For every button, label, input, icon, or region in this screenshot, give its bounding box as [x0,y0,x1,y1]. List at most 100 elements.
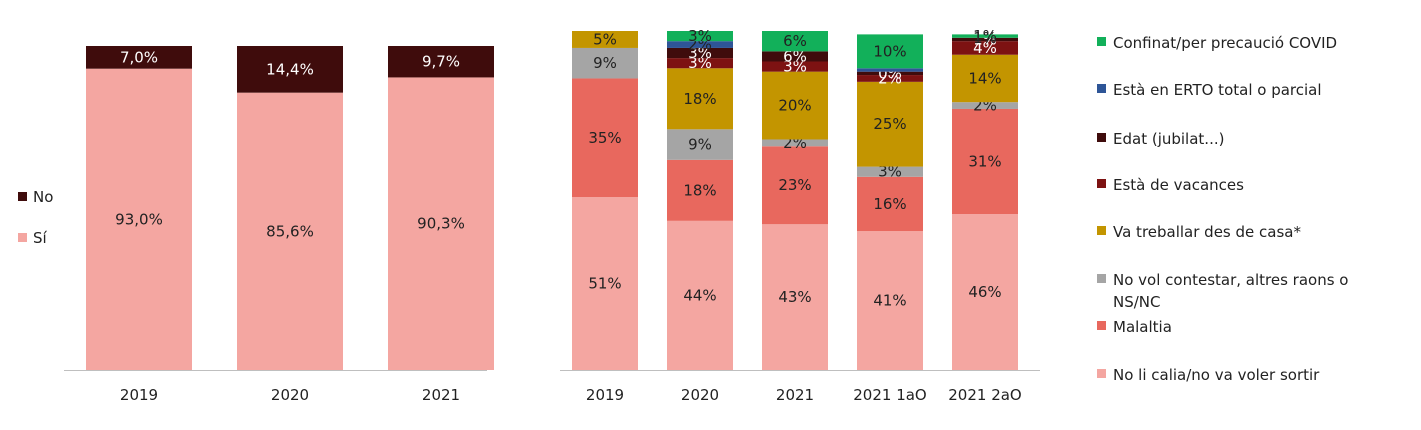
bar-confinat-per-precauci-covid-2021-2ao [952,34,1018,38]
legend-label-nsnc: No vol contestar, altres raons o NS/NC [1113,271,1349,311]
bar-edat-jubilat-2020 [667,47,733,59]
bar-s-2020 [237,92,343,370]
data-label-no-li-calia-no-va-voler-sortir-2021-1ao: 41% [873,292,906,310]
data-label-edat-jubilat-2020: 3% [688,44,712,62]
bar-no-li-calia-no-va-voler-sortir-2019 [572,197,638,370]
legend-label-erto: Està en ERTO total o parcial [1113,81,1322,99]
legend-item-vacances: Està de vacances [1097,174,1397,196]
bar-no-vol-contestar-altres-raons-o-ns-nc-2019 [572,47,638,79]
bar-s-2019 [86,68,192,371]
bar-no-vol-contestar-altres-raons-o-ns-nc-2021-1ao [857,166,923,177]
legend-item-casa: Va treballar des de casa* [1097,221,1397,243]
data-label-no-vol-contestar-altres-raons-o-ns-nc-2021-1ao: 3% [878,163,902,181]
legend-swatch-nsnc [1097,274,1106,283]
bar-malaltia-2021-2ao [952,108,1018,215]
data-label-va-treballar-des-de-casa-2021: 20% [778,97,811,115]
data-label-s-2019: 93,0% [115,210,163,228]
bar-no-li-calia-no-va-voler-sortir-2021-1ao [857,231,923,370]
data-label-va-treballar-des-de-casa-2020: 18% [683,90,716,108]
x-tick-label-2020: 2020 [681,386,719,404]
bar-est-de-vacances-2021-2ao [952,41,1018,55]
bar-va-treballar-des-de-casa-2020 [667,68,733,130]
data-label-malaltia-2019: 35% [588,129,621,147]
legend-swatch-si [18,233,27,242]
bar-edat-jubilat-2021 [762,51,828,62]
bar-s-2021 [388,77,494,370]
data-label-no-2019: 7,0% [120,48,158,66]
bar-va-treballar-des-de-casa-2021-2ao [952,54,1018,103]
x-tick-label-2021-1ao: 2021 1aO [853,386,926,404]
bar-est-de-vacances-2020 [667,58,733,69]
legend-item-nsnc: No vol contestar, altres raons o NS/NC [1097,269,1397,313]
legend-item-no: No [18,176,53,217]
data-label-va-treballar-des-de-casa-2021-2ao: 14% [968,69,1001,87]
bar-edat-jubilat-2021-1ao [857,71,923,76]
data-label-no-li-calia-no-va-voler-sortir-2021: 43% [778,288,811,306]
x-tick-label-2019: 2019 [120,386,158,404]
bar-est-de-vacances-2021 [762,61,828,72]
chart-1-legend: No Sí [18,176,53,258]
bar-no-vol-contestar-altres-raons-o-ns-nc-2021 [762,139,828,147]
legend-item-nolicalia: No li calia/no va voler sortir [1097,364,1397,386]
legend-swatch-erto [1097,84,1106,93]
x-tick-label-2021-2ao: 2021 2aO [948,386,1021,404]
bar-est-en-erto-total-o-parcial-2020 [667,41,733,48]
chart-2-group: 51%35%9%5%201944%18%9%18%3%3%2%3%202043%… [560,27,1040,404]
x-tick-label-2020: 2020 [271,386,309,404]
legend-item-si: Sí [18,217,53,258]
bar-edat-jubilat-2021-2ao [952,37,1018,42]
bar-malaltia-2021 [762,146,828,225]
bar-va-treballar-des-de-casa-2021-1ao [857,81,923,167]
data-label-no-li-calia-no-va-voler-sortir-2021-2ao: 46% [968,283,1001,301]
bar-no-li-calia-no-va-voler-sortir-2020 [667,220,733,370]
legend-swatch-casa [1097,226,1106,235]
legend-label-casa: Va treballar des de casa* [1113,223,1301,241]
legend-label-si: Sí [33,228,47,247]
data-label-malaltia-2021: 23% [778,176,811,194]
legend-swatch-confinat [1097,37,1106,46]
data-label-s-2021: 90,3% [417,215,465,233]
chart-1-group: 93,0% 7,0% 2019 85,6% 14,4% 2020 90,3% 9,7% 2021 [64,46,494,404]
data-label-confinat-per-precauci-covid-2021-1ao: 10% [873,42,906,60]
data-label-no-vol-contestar-altres-raons-o-ns-nc-2019: 9% [593,54,617,72]
data-label-no-li-calia-no-va-voler-sortir-2020: 44% [683,286,716,304]
bar-no-vol-contestar-altres-raons-o-ns-nc-2020 [667,129,733,160]
data-label-est-de-vacances-2020: 3% [688,54,712,72]
data-label-malaltia-2020: 18% [683,181,716,199]
bar-confinat-per-precauci-covid-2020 [667,31,733,42]
legend-item-erto: Està en ERTO total o parcial [1097,79,1397,101]
bar-va-treballar-des-de-casa-2021 [762,71,828,140]
data-label-malaltia-2021-2ao: 31% [968,153,1001,171]
data-label-est-de-vacances-2021-2ao: 4% [973,39,997,57]
bar-est-en-erto-total-o-parcial-2021-1ao [857,68,923,72]
bar-no-li-calia-no-va-voler-sortir-2021-2ao [952,214,1018,370]
legend-item-confinat: Confinat/per precaució COVID [1097,32,1397,54]
legend-label-edat: Edat (jubilat...) [1113,130,1225,148]
data-label-confinat-per-precauci-covid-2021: 6% [783,32,807,50]
bar-no-li-calia-no-va-voler-sortir-2021 [762,224,828,370]
data-label-s-2020: 85,6% [266,222,314,240]
legend-swatch-vacances [1097,179,1106,188]
bar-confinat-per-precauci-covid-2021-1ao [857,34,923,69]
legend-label-vacances: Està de vacances [1113,176,1244,194]
bar-no-2019 [86,46,192,69]
data-label-est-de-vacances-2021: 3% [783,58,807,76]
bar-malaltia-2021-1ao [857,176,923,232]
data-label-no-2020: 14,4% [266,60,314,78]
x-tick-label-2021: 2021 [776,386,814,404]
legend-label-nolicalia: No li calia/no va voler sortir [1113,366,1320,384]
bar-malaltia-2020 [667,159,733,221]
bar-no-2020 [237,46,343,93]
legend-item-malaltia: Malaltia [1097,316,1397,338]
data-label-no-li-calia-no-va-voler-sortir-2019: 51% [588,275,621,293]
bar-va-treballar-des-de-casa-2019 [572,31,638,48]
legend-swatch-no [18,192,27,201]
legend-swatch-malaltia [1097,321,1106,330]
data-label-no-2021: 9,7% [422,53,460,71]
bar-confinat-per-precauci-covid-2021 [762,31,828,52]
legend-label-malaltia: Malaltia [1113,318,1172,336]
bar-malaltia-2019 [572,78,638,198]
data-label-confinat-per-precauci-covid-2020: 3% [688,27,712,45]
data-label-confinat-per-precauci-covid-2021-2ao: 1% [973,27,997,45]
